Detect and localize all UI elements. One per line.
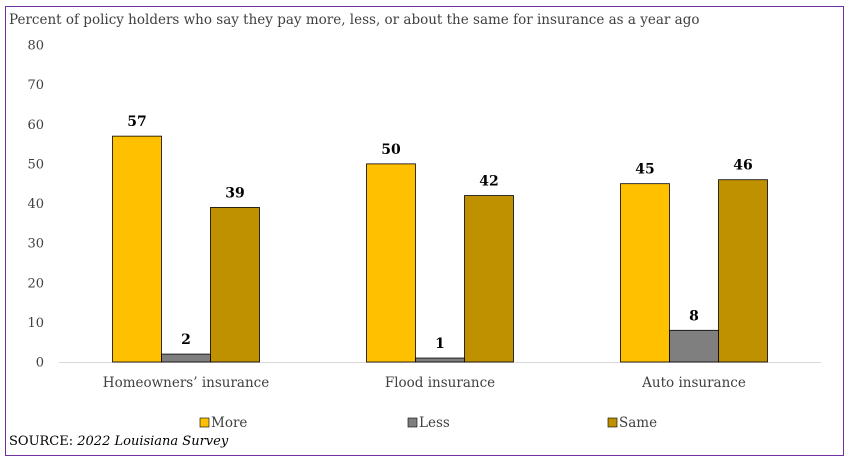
chart-frame: [5, 6, 844, 456]
legend-label-more: More: [211, 415, 247, 431]
legend-label-less: Less: [419, 415, 450, 431]
y-tick-label: 20: [27, 276, 44, 291]
bar-less: [415, 357, 465, 363]
bar-more: [620, 183, 670, 363]
data-label: 8: [689, 308, 699, 324]
chart-subtitle: Percent of policy holders who say they p…: [9, 12, 700, 28]
legend-label-same: Same: [619, 415, 657, 431]
y-tick-label: 70: [27, 78, 44, 93]
bar-less: [161, 353, 211, 363]
legend-swatch-more: [199, 417, 210, 428]
legend-swatch-same: [607, 417, 618, 428]
data-label: 42: [479, 174, 498, 190]
data-label: 46: [733, 158, 752, 174]
legend-swatch-less: [407, 417, 418, 428]
x-category-label: Homeowners’ insurance: [103, 375, 269, 391]
bar-same: [464, 195, 514, 363]
y-tick-label: 50: [27, 157, 44, 172]
source-title: 2022 Louisiana Survey: [77, 434, 229, 449]
data-label: 2: [181, 332, 191, 348]
y-tick-label: 40: [27, 197, 44, 212]
x-category-label: Flood insurance: [385, 375, 495, 391]
y-tick-label: 30: [27, 237, 44, 252]
data-label: 1: [435, 336, 445, 352]
bar-less: [669, 329, 719, 363]
source-prefix: SOURCE:: [9, 434, 78, 449]
bar-same: [718, 179, 768, 363]
bar-more: [366, 163, 416, 363]
y-tick-label: 60: [27, 118, 44, 133]
bar-same: [210, 207, 260, 363]
y-tick-label: 10: [27, 316, 44, 331]
data-label: 57: [127, 114, 146, 130]
x-category-label: Auto insurance: [641, 375, 746, 391]
source-note: SOURCE: 2022 Louisiana Survey: [9, 434, 228, 449]
data-label: 50: [381, 142, 401, 158]
data-label: 45: [635, 162, 654, 178]
y-tick-label: 0: [36, 356, 44, 371]
bar-more: [112, 135, 162, 363]
data-label: 39: [225, 185, 244, 201]
y-tick-label: 80: [27, 39, 44, 54]
